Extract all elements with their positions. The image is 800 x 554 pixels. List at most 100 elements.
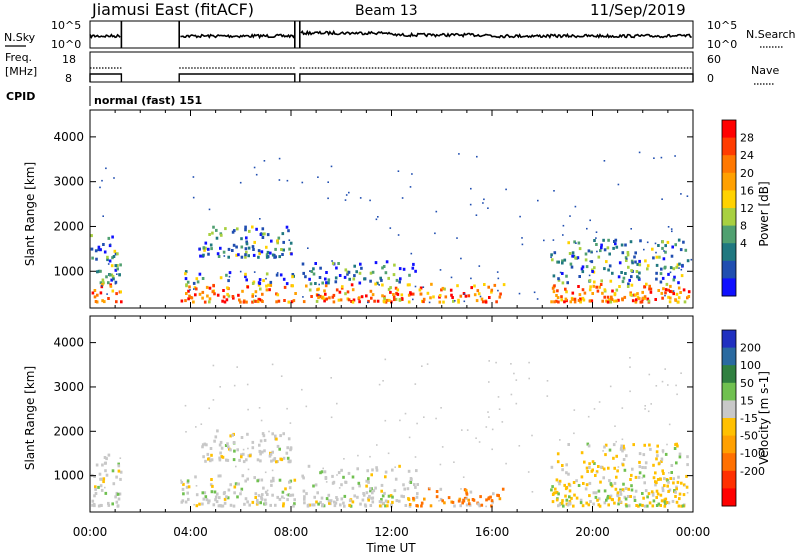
heatmap-cell xyxy=(271,493,274,497)
heatmap-cell xyxy=(485,426,488,428)
heatmap-cell xyxy=(440,407,442,409)
freq-trace xyxy=(89,73,694,82)
heatmap-cell xyxy=(584,487,588,491)
heatmap-cell xyxy=(247,254,250,258)
y-tick-label: 4000 xyxy=(53,336,84,350)
heatmap-cell xyxy=(369,489,372,493)
power-colorbar-label: Power [dB] xyxy=(757,181,771,246)
heatmap-cell xyxy=(222,295,226,299)
heatmap-cell xyxy=(331,260,333,262)
heatmap-cell xyxy=(602,238,605,242)
heatmap-cell xyxy=(482,202,484,204)
heatmap-cell xyxy=(314,483,318,487)
heatmap-cell xyxy=(108,259,112,263)
heatmap-cell xyxy=(634,260,637,264)
heatmap-cell xyxy=(227,445,230,449)
heatmap-cell xyxy=(285,225,289,229)
heatmap-cell xyxy=(475,214,478,216)
heatmap-cell xyxy=(271,476,275,480)
heatmap-cell xyxy=(587,249,591,253)
heatmap-cell xyxy=(451,296,454,299)
heatmap-cell xyxy=(613,481,617,485)
heatmap-cell xyxy=(477,292,481,296)
heatmap-cell xyxy=(338,274,342,277)
heatmap-cell xyxy=(599,480,602,484)
heatmap-cell xyxy=(626,285,630,288)
heatmap-cell xyxy=(490,504,493,508)
heatmap-cell xyxy=(247,454,251,458)
heatmap-cell xyxy=(389,286,392,290)
heatmap-cell xyxy=(559,271,562,274)
heatmap-cell xyxy=(573,493,576,497)
heatmap-cell xyxy=(348,277,351,281)
heatmap-cell xyxy=(385,298,389,302)
heatmap-cell xyxy=(100,504,103,507)
heatmap-cell xyxy=(231,433,234,437)
heatmap-cell xyxy=(598,285,601,289)
heatmap-cell xyxy=(588,494,591,498)
heatmap-cell xyxy=(367,498,370,502)
heatmap-cell xyxy=(595,231,598,233)
heatmap-cell xyxy=(421,365,423,367)
heatmap-cell xyxy=(407,300,411,304)
heatmap-cell xyxy=(324,284,328,288)
heatmap-cell xyxy=(90,234,93,238)
heatmap-cell xyxy=(111,256,114,260)
heatmap-cell xyxy=(493,283,497,287)
heatmap-cell xyxy=(110,278,113,282)
heatmap-cell xyxy=(347,298,351,302)
heatmap-cell xyxy=(557,481,559,483)
heatmap-cell xyxy=(575,242,577,244)
colorbar-swatch xyxy=(722,225,736,244)
heatmap-cell xyxy=(487,285,490,289)
heatmap-cell xyxy=(586,470,589,473)
heatmap-cell xyxy=(622,276,626,280)
heatmap-cell xyxy=(633,499,637,502)
heatmap-cell xyxy=(551,500,555,504)
heatmap-cell xyxy=(193,288,195,290)
heatmap-cell xyxy=(611,271,614,275)
heatmap-cell xyxy=(217,504,221,508)
colorbar-tick-label: 20 xyxy=(740,167,754,180)
heatmap-cell xyxy=(462,499,466,503)
heatmap-cell xyxy=(265,277,267,280)
heatmap-cell xyxy=(415,469,418,473)
heatmap-cell xyxy=(203,442,207,446)
heatmap-cell xyxy=(677,286,681,290)
heatmap-cell xyxy=(119,263,122,267)
heatmap-cell xyxy=(674,490,677,494)
heatmap-cell xyxy=(256,300,260,304)
heatmap-cell xyxy=(288,239,291,241)
heatmap-cell xyxy=(319,500,322,504)
heatmap-cell xyxy=(537,199,539,202)
heatmap-cell xyxy=(665,282,669,286)
colorbar-swatch xyxy=(722,435,736,454)
heatmap-cell xyxy=(113,177,115,179)
heatmap-cell xyxy=(219,386,221,388)
heatmap-cell xyxy=(311,503,314,507)
heatmap-cell xyxy=(439,487,443,491)
heatmap-cell xyxy=(668,423,671,426)
heatmap-cell xyxy=(565,471,568,475)
heatmap-cell xyxy=(303,501,306,505)
heatmap-cell xyxy=(414,456,417,458)
heatmap-cell xyxy=(262,434,266,438)
heatmap-cell xyxy=(289,479,293,483)
heatmap-cell xyxy=(276,444,280,448)
heatmap-cell xyxy=(555,294,558,297)
heatmap-cell xyxy=(104,469,107,473)
heatmap-cell xyxy=(595,470,599,474)
heatmap-cell xyxy=(218,496,221,500)
heatmap-cell xyxy=(233,491,236,495)
heatmap-cell xyxy=(367,477,370,481)
heatmap-cell xyxy=(220,504,223,508)
y-tick-label: 2000 xyxy=(53,424,84,438)
heatmap-cell xyxy=(336,497,339,501)
heatmap-cell xyxy=(616,494,620,498)
heatmap-cell xyxy=(102,477,106,481)
heatmap-cell xyxy=(409,186,412,188)
heatmap-cell xyxy=(240,487,244,491)
heatmap-cell xyxy=(106,258,109,262)
heatmap-cell xyxy=(339,503,342,507)
heatmap-cell xyxy=(208,208,211,211)
